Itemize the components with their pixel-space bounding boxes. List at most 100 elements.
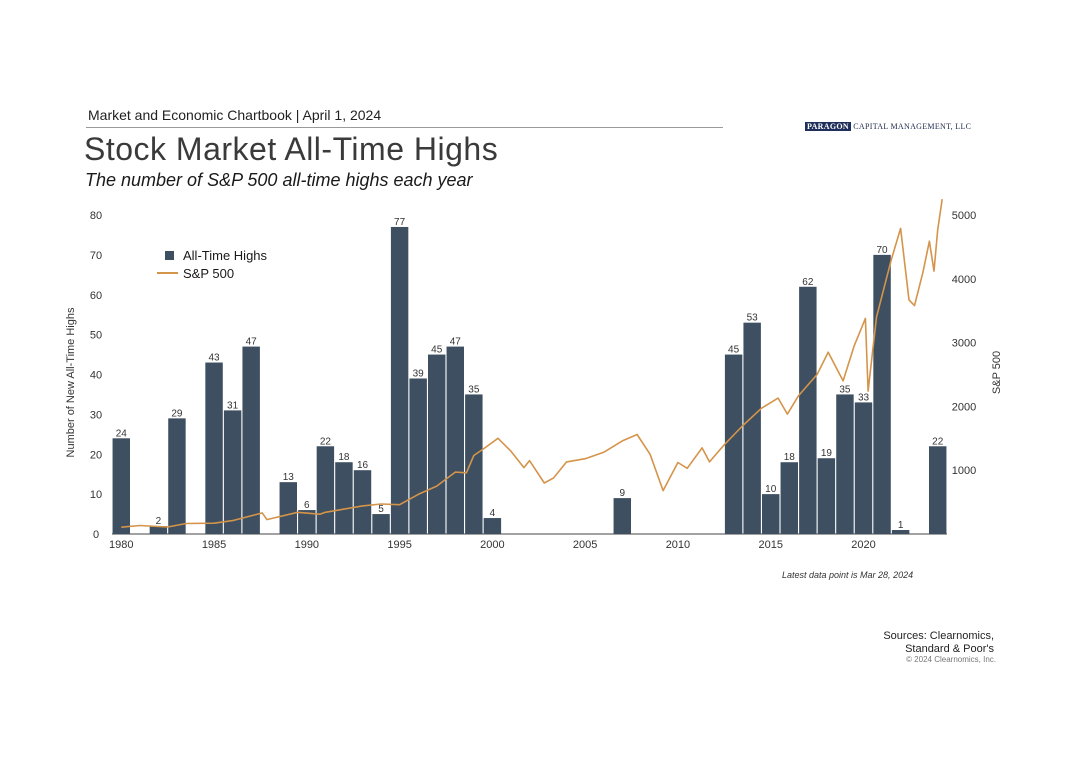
x-tick-label: 1980 — [109, 539, 133, 551]
bar-value-label: 33 — [858, 392, 870, 403]
bar-value-label: 18 — [784, 452, 796, 463]
bar-value-label: 6 — [304, 500, 310, 511]
bar-value-label: 35 — [468, 384, 480, 395]
legend-bar-swatch — [165, 251, 174, 260]
bar — [465, 394, 483, 534]
bar — [854, 402, 873, 534]
bar-value-label: 35 — [839, 384, 851, 395]
logo-box-text: PARAGON — [805, 122, 851, 131]
bar — [836, 394, 854, 534]
x-tick-label: 1985 — [202, 539, 226, 551]
logo-text: CAPITAL MANAGEMENT, LLC — [853, 122, 972, 131]
bar-value-label: 2 — [156, 516, 162, 527]
sources-line-1: Sources: Clearnomics, — [883, 630, 994, 642]
y-tick-label: 40 — [90, 370, 102, 382]
bar — [353, 470, 372, 534]
y-tick-label: 60 — [90, 290, 102, 302]
bar — [724, 354, 743, 534]
bar-value-label: 22 — [932, 436, 944, 447]
bar — [780, 462, 798, 534]
bar-value-label: 5 — [378, 504, 384, 515]
bar-value-label: 45 — [728, 345, 740, 356]
bar — [372, 514, 390, 534]
x-tick-label: 1990 — [295, 539, 319, 551]
bar-value-label: 1 — [898, 520, 904, 531]
bar — [817, 458, 836, 534]
bar-value-label: 10 — [765, 484, 777, 495]
bar-value-label: 70 — [876, 245, 888, 256]
bar — [762, 494, 780, 534]
y2-tick-label: 2000 — [952, 401, 976, 413]
y2-axis-title: S&P 500 — [991, 351, 1003, 394]
bar — [409, 378, 427, 534]
bar-value-label: 19 — [821, 448, 833, 459]
y2-tick-label: 3000 — [952, 338, 976, 350]
x-tick-label: 2015 — [758, 539, 782, 551]
bar — [743, 322, 761, 534]
y-tick-label: 70 — [90, 250, 102, 262]
y-tick-label: 20 — [90, 449, 102, 461]
bar — [298, 510, 316, 534]
y2-tick-label: 4000 — [952, 274, 976, 286]
y-tick-label: 10 — [90, 489, 102, 501]
bar — [316, 446, 335, 534]
bar — [112, 438, 130, 534]
sources-line-2: Standard & Poor's — [905, 643, 994, 655]
bar-value-label: 62 — [802, 277, 814, 288]
y-tick-label: 50 — [90, 330, 102, 342]
legend-label-line: S&P 500 — [183, 266, 234, 281]
bar-value-label: 9 — [619, 488, 625, 499]
chart-title: Stock Market All-Time Highs — [84, 131, 499, 167]
bar-value-label: 47 — [450, 337, 462, 348]
bar-value-label: 18 — [338, 452, 350, 463]
x-tick-label: 2005 — [573, 539, 597, 551]
bar — [168, 418, 186, 534]
x-tick-label: 1995 — [387, 539, 411, 551]
bar — [873, 254, 891, 534]
latest-data-note: Latest data point is Mar 28, 2024 — [782, 570, 914, 580]
bar-value-label: 4 — [490, 508, 496, 519]
bar-value-label: 16 — [357, 460, 369, 471]
bar — [929, 446, 947, 534]
header-divider — [86, 127, 723, 128]
x-tick-label: 2010 — [666, 539, 690, 551]
bar-value-label: 47 — [246, 337, 258, 348]
bar — [799, 286, 817, 534]
sources: Sources: Clearnomics, Standard & Poor's — [883, 630, 994, 656]
bar — [428, 354, 446, 534]
bar-value-label: 24 — [116, 428, 128, 439]
x-tick-label: 2000 — [480, 539, 504, 551]
bar — [483, 518, 502, 534]
bar — [335, 462, 353, 534]
bar — [390, 226, 409, 534]
bar-value-label: 77 — [394, 217, 406, 228]
report-header: Market and Economic Chartbook | April 1,… — [88, 107, 382, 123]
bar — [149, 526, 168, 534]
bar — [279, 482, 297, 534]
x-tick-label: 2020 — [851, 539, 875, 551]
company-logo: PARAGON CAPITAL MANAGEMENT, LLC — [805, 122, 971, 131]
y-tick-label: 0 — [93, 529, 99, 541]
bar-value-label: 31 — [227, 400, 239, 411]
bar-value-label: 13 — [283, 472, 295, 483]
bar — [205, 362, 223, 534]
y-tick-label: 30 — [90, 409, 102, 421]
bar — [613, 498, 631, 534]
bar — [891, 530, 910, 534]
y-tick-label: 80 — [90, 210, 102, 222]
bar-value-label: 39 — [413, 368, 425, 379]
copyright: © 2024 Clearnomics, Inc. — [906, 655, 996, 664]
bar — [242, 346, 260, 534]
bar-value-label: 43 — [208, 353, 220, 364]
bar-value-label: 53 — [747, 313, 759, 324]
bar — [223, 410, 242, 534]
legend-label-bars: All-Time Highs — [183, 248, 268, 263]
bar-value-label: 45 — [431, 345, 443, 356]
chart-subtitle: The number of S&P 500 all-time highs eac… — [85, 170, 473, 190]
bar-value-label: 22 — [320, 436, 332, 447]
y2-tick-label: 1000 — [952, 465, 976, 477]
bar — [446, 346, 464, 534]
y2-tick-label: 5000 — [952, 210, 976, 222]
bar-value-label: 29 — [171, 408, 183, 419]
